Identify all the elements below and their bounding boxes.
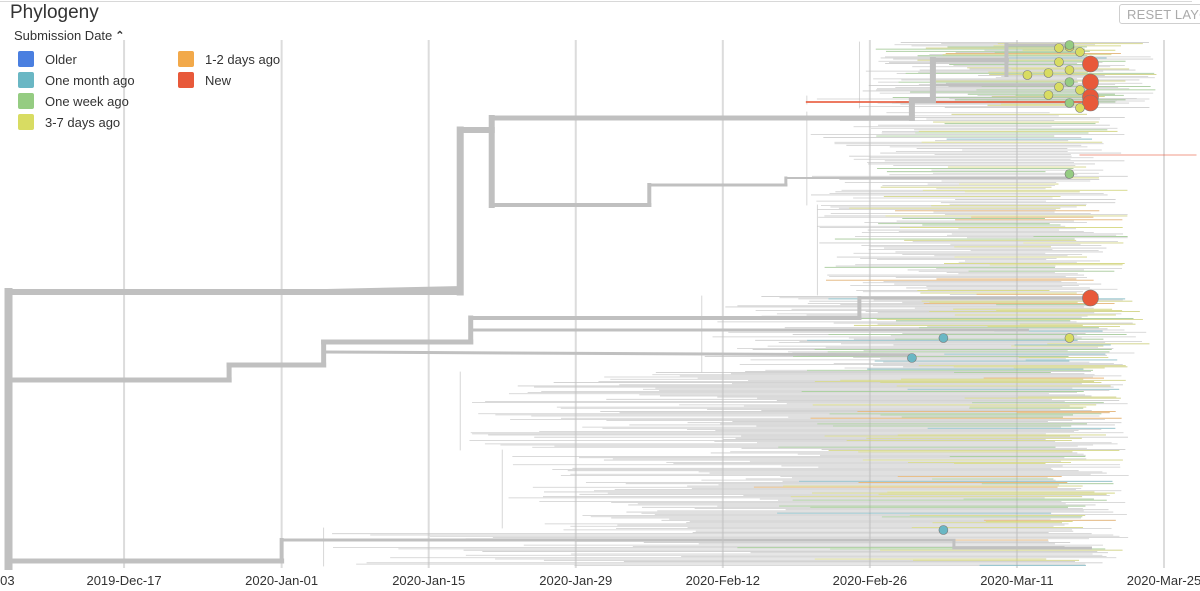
legend-item-3-7-days-ago[interactable]: 3-7 days ago: [18, 114, 120, 130]
tip-marker: [1075, 103, 1085, 113]
legend-label: One week ago: [45, 93, 129, 109]
legend-swatch: [18, 114, 34, 130]
x-tick-label: 2020-Mar-25: [1127, 573, 1200, 588]
tip-marker: [1075, 47, 1085, 57]
tip-marker: [1082, 289, 1099, 307]
tree-tips: [907, 40, 1099, 535]
tip-marker: [1022, 70, 1033, 80]
chevron-up-icon: ⌃: [115, 30, 125, 42]
panel-title: Phylogeny: [10, 2, 99, 23]
legend-label: 3-7 days ago: [45, 114, 121, 130]
x-tick-label: 2019-Dec-03: [0, 573, 15, 588]
legend-item-new[interactable]: New: [178, 72, 231, 88]
tip-marker: [1064, 98, 1075, 108]
branch: [279, 285, 463, 295]
x-tick-label: 2020-Jan-01: [245, 573, 318, 588]
tip-marker: [1043, 90, 1054, 100]
tip-marker: [1082, 55, 1099, 73]
tip-marker: [1054, 82, 1064, 92]
legend-label: Older: [45, 51, 77, 67]
legend-swatch: [178, 51, 194, 67]
legend-item-older[interactable]: Older: [18, 51, 77, 67]
tip-marker: [1082, 73, 1099, 91]
legend-label: New: [205, 72, 232, 88]
tip-marker: [1064, 65, 1075, 75]
legend-swatch: [18, 72, 34, 88]
legend-item-one-month-ago[interactable]: One month ago: [18, 72, 135, 88]
tip-marker: [1054, 57, 1064, 67]
tip-marker: [938, 333, 949, 343]
legend-swatch: [18, 51, 34, 67]
tip-marker: [907, 353, 917, 363]
legend-label: 1-2 days ago: [205, 51, 281, 67]
x-tick-label: 2020-Jan-29: [539, 573, 612, 588]
tip-marker: [1075, 85, 1085, 95]
x-tick-label: 2020-Jan-15: [392, 573, 465, 588]
legend-title: Submission Date: [14, 28, 113, 43]
x-tick-label: 2020-Feb-26: [833, 573, 907, 588]
x-tick-label: 2019-Dec-17: [86, 573, 161, 588]
branch: [322, 350, 914, 357]
x-tick-label: 2020-Feb-12: [686, 573, 760, 588]
tip-marker: [1064, 169, 1075, 179]
tip-marker: [1054, 43, 1064, 53]
tip-marker: [1043, 68, 1054, 78]
legend-swatch: [178, 72, 194, 88]
legend-item-1-2-days-ago[interactable]: 1-2 days ago: [178, 51, 280, 67]
x-axis-ticks: 2019-Dec-03 2019-Dec-17 2020-Jan-01 2020-Ja…: [0, 573, 1200, 588]
legend-item-one-week-ago[interactable]: One week ago: [18, 93, 129, 109]
tip-marker: [1082, 94, 1099, 112]
tip-marker: [938, 525, 949, 535]
tip-marker: [1064, 40, 1075, 50]
legend-label: One month ago: [45, 72, 135, 88]
tree-branches: [4, 41, 1197, 570]
panel-top-rule: [0, 1, 1192, 2]
tip-marker: [1064, 77, 1075, 87]
reset-layout-button[interactable]: RESET LAYOUT: [1119, 4, 1200, 24]
legend-swatch: [18, 93, 34, 109]
legend-toggle[interactable]: Submission Date ⌃: [14, 28, 125, 43]
tip-marker: [1064, 333, 1075, 343]
x-tick-label: 2020-Mar-11: [980, 573, 1053, 588]
